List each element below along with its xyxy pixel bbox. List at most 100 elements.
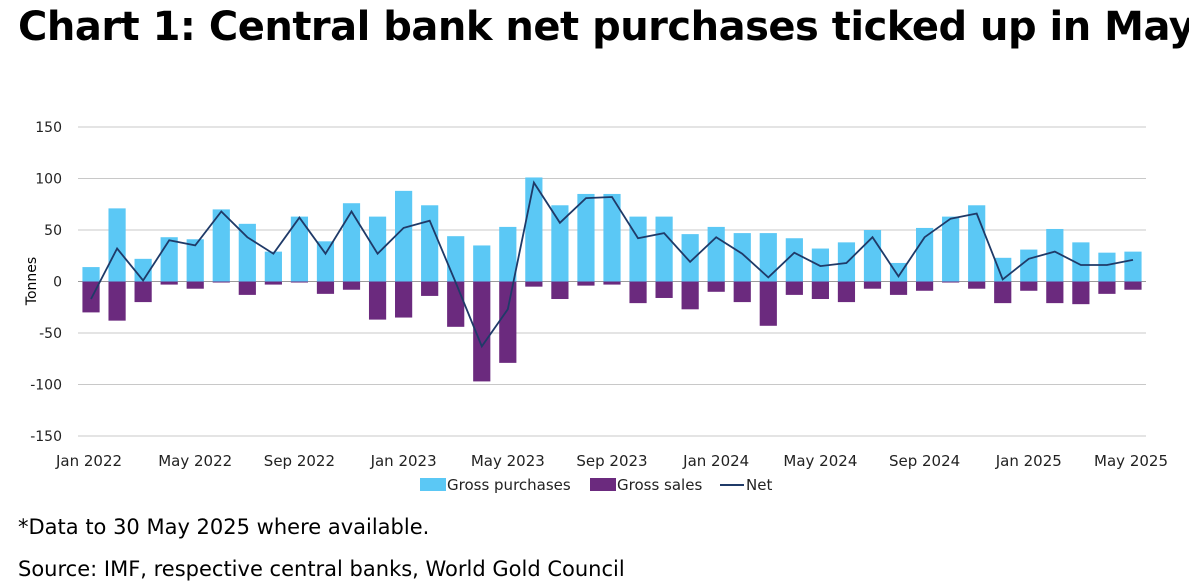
legend: Gross purchases Gross sales Net [420,476,772,494]
sales-bar [108,281,126,321]
sales-bar [681,281,699,310]
sales-bar [395,281,413,318]
purchase-bar [681,234,699,282]
purchase-bar [1020,249,1038,282]
purchase-bar [577,193,595,282]
sales-bar [837,281,856,303]
y-axis-label: Tonnes [24,257,40,306]
sales-bar [238,281,256,295]
legend-swatch-purchases [420,478,446,491]
purchase-bar [655,216,673,282]
sales-bar [1098,281,1116,294]
purchase-bar [759,233,777,282]
sales-bar [342,281,361,290]
purchase-bar [1046,228,1064,282]
purchase-bar [368,216,387,282]
sales-bar [1072,281,1090,305]
net-line-group [90,180,1134,349]
source-note: Source: IMF, respective central banks, W… [18,557,625,581]
sales-bar [915,281,934,291]
sales-bar [1020,281,1038,291]
x-axis-ticks: Jan 2022 May 2022 Sep 2022 Jan 2023 May 2023… [55,452,1168,470]
purchase-bar [603,193,621,282]
y-tick-label: 0 [53,275,62,291]
purchase-bar [264,251,282,282]
purchase-bar [421,205,439,282]
sales-bar [368,281,387,320]
sales-bar [889,281,908,295]
purchase-bar [629,216,647,282]
legend-label-purchases: Gross purchases [447,476,571,494]
net-line [90,180,1134,349]
sales-bar [421,281,439,296]
purchase-bar [395,190,413,282]
x-tick-label: May 2022 [158,452,232,470]
y-tick-label: 50 [44,223,62,239]
sales-bar [264,281,282,285]
purchase-bar [238,223,256,282]
sales-bar [629,281,647,304]
x-tick-label: Sep 2024 [889,452,960,470]
purchase-bar [785,238,803,282]
y-tick-label: -50 [39,326,62,342]
sales-bar [316,281,335,294]
purchase-bar [82,267,100,282]
purchase-bar [212,209,230,282]
x-tick-label: Jan 2022 [55,452,122,470]
sales-bar [473,281,491,382]
x-tick-label: May 2023 [471,452,545,470]
sales-bar [160,281,178,285]
purchase-bar [186,239,204,282]
x-tick-label: Jan 2024 [682,452,749,470]
purchase-bar [316,241,335,282]
purchase-bar [1124,251,1142,282]
legend-label-sales: Gross sales [617,476,702,494]
sales-bar [186,281,204,289]
purchase-bar [942,216,960,282]
sales-bar [525,281,543,287]
bars [82,177,1142,382]
sales-bar [785,281,803,295]
sales-bar [212,281,230,283]
sales-bar [1124,281,1142,290]
purchase-bar [290,216,309,282]
y-tick-label: 100 [35,172,62,188]
y-axis-ticks: 150 100 50 0 -50 -100 -150 [30,120,62,445]
purchase-bar [499,226,517,282]
sales-bar [1046,281,1064,304]
purchase-bar [342,203,361,282]
purchase-bar [889,262,908,282]
purchase-bar [968,205,986,282]
purchase-bar [1098,252,1116,282]
sales-bar [733,281,751,303]
x-tick-label: Jan 2025 [995,452,1062,470]
sales-bar [447,281,465,327]
sales-bar [759,281,777,326]
purchase-bar [160,237,178,282]
y-tick-label: -150 [30,429,62,445]
chart-title: Chart 1: Central bank net purchases tick… [18,4,1189,50]
footnote: *Data to 30 May 2025 where available. [18,515,430,539]
purchase-bar [707,226,725,282]
sales-bar [811,281,829,300]
sales-bar [499,281,517,363]
x-tick-label: May 2025 [1094,452,1168,470]
purchase-bar [108,208,126,282]
sales-bar [551,281,569,300]
sales-bar [942,281,960,283]
x-tick-label: Sep 2023 [576,452,647,470]
x-tick-label: May 2024 [783,452,857,470]
sales-bar [655,281,673,298]
y-tick-label: -100 [30,378,62,394]
purchase-bar [551,205,569,282]
sales-bar [994,281,1012,304]
x-tick-label: Sep 2022 [264,452,335,470]
sales-bar [863,281,882,289]
sales-bar [577,281,595,286]
purchase-bar [473,245,491,282]
y-tick-label: 150 [35,120,62,136]
purchase-bar [447,236,465,282]
purchase-bar [811,248,829,282]
sales-bar [707,281,725,292]
